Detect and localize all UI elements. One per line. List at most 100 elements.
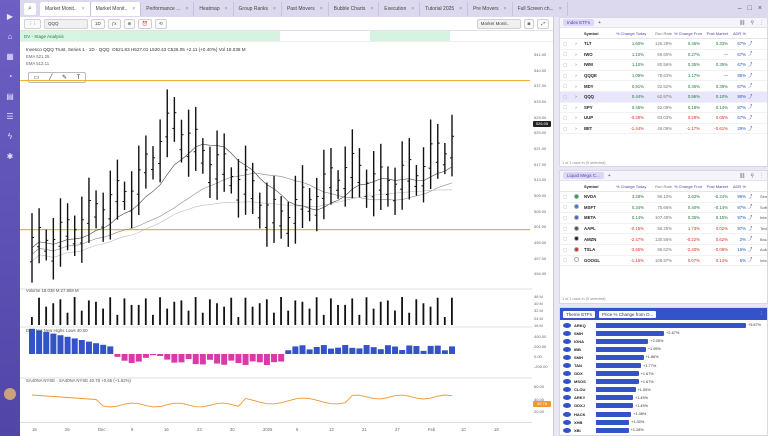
grid-icon[interactable]: ▦ [6,51,14,61]
bolt-icon[interactable]: ϟ [7,131,13,141]
tab-2[interactable]: Performance ... × [141,1,195,16]
row-checkbox[interactable]: ▢ [562,204,568,210]
close-tab-icon[interactable]: × [81,5,85,12]
price-bar[interactable] [272,175,277,243]
price-bar[interactable] [421,147,426,203]
close-tab-icon[interactable]: × [411,5,415,12]
minimize-icon[interactable]: – [737,5,742,12]
close-tab-icon[interactable]: × [132,5,136,12]
trendline-tool-icon[interactable]: ╱ [48,75,53,81]
price-bar[interactable] [250,162,255,214]
price-bar[interactable] [378,143,383,210]
price-bar[interactable] [79,196,84,263]
price-bar[interactable] [129,171,134,229]
price-bar[interactable] [428,119,433,190]
column-header[interactable]: % Change From Open [674,30,702,36]
chart-link-icon[interactable]: ⤴ [748,83,753,89]
chart-link-icon[interactable]: ⤴ [748,40,753,46]
close-icon[interactable]: × [757,5,762,12]
price-bar[interactable] [407,138,412,200]
price-bar[interactable] [86,177,91,243]
theme-row[interactable]: ARKY +1.45% [560,394,767,402]
table-row[interactable]: ▢ GOOGL -1.16% 108.97% 0.07% 0.14% 5%⤴ Intern [560,256,767,267]
compare-icon[interactable]: ⊕ [123,18,136,29]
chart-link-icon[interactable]: ⤴ [748,236,753,242]
home-icon[interactable]: ⌂ [7,31,13,41]
row-checkbox[interactable]: ▢ [562,83,568,89]
nh-axis[interactable]: 400.00 200.00 0.00 -200.00 [531,334,553,374]
volume-axis[interactable]: 48 M 40 M 32 M 24 M 16 M [531,294,553,330]
price-bar[interactable] [122,181,127,211]
theme-row[interactable]: ARKQ +5.87% [560,321,767,329]
row-checkbox[interactable]: ▢ [562,125,568,131]
price-bar[interactable] [101,192,106,242]
row-checkbox[interactable]: ▢ [562,193,568,199]
price-bar[interactable] [385,166,390,207]
rectangle-tool-icon[interactable]: ▭ [33,75,40,81]
tab-4[interactable]: Group Ranks × [234,1,282,16]
chart-menu-icon[interactable]: ⋮⋮ [24,18,41,29]
chart-link-icon[interactable]: ⤴ [748,104,753,110]
table-row[interactable]: ▢ › UUP -0.29% 83.03% 0.29% 0.05% 67% ⤴ [560,113,767,124]
text-tool-icon[interactable]: T [76,74,81,81]
brush-tool-icon[interactable]: ✎ [62,75,68,81]
maximize-icon[interactable]: □ [747,5,752,12]
theme-row[interactable]: SMH +1.86% [560,353,767,361]
tab-6[interactable]: Bubble Charts × [329,1,380,16]
price-bar[interactable] [108,170,113,240]
theme-row[interactable]: GDX +1.67% [560,370,767,378]
tab-1[interactable]: Market Monit.. × [90,1,142,16]
theme-row[interactable]: MSOS +1.67% [560,378,767,386]
price-bar[interactable] [143,135,148,189]
price-bar[interactable] [286,201,291,247]
row-checkbox[interactable]: ▢ [562,236,568,242]
interval-button[interactable]: 1D [91,18,105,29]
price-bar[interactable] [450,114,454,177]
theme-row[interactable]: XBI +1.28% [560,426,767,434]
chart-icon[interactable]: ▤ [6,91,14,101]
chart-canvas[interactable] [20,57,532,422]
row-checkbox[interactable]: ▢ [562,225,568,231]
table-row[interactable]: ▢ › IWM 1.10% 80.56% 0.35% 0.35% 67% ⤴ [560,60,767,71]
column-header[interactable]: % Change Today [616,183,646,189]
index-etfs-title[interactable]: Index ETFs [563,19,595,26]
table-row[interactable]: ▢ NVDA 3.28% 96.10% 2.63% -0.24% 96%⤴ Semic [560,192,767,203]
price-bar[interactable] [300,165,305,228]
chart-link-icon[interactable]: ⤴ [748,114,753,120]
row-checkbox[interactable]: ▢ [562,40,568,46]
table-row[interactable]: ▢ › SPY 0.45% 62.09% 0.18% 0.14% 87% ⤴ [560,103,767,114]
price-bar[interactable] [264,182,269,247]
price-bar[interactable] [343,146,348,207]
close-tab-icon[interactable]: × [273,5,276,12]
tab-9[interactable]: Pre Movers × [468,1,513,16]
chart-link-icon[interactable]: ⤴ [748,257,753,263]
theme-row[interactable]: TAN +1.77% [560,361,767,369]
row-checkbox[interactable]: ▢ [562,93,568,99]
price-bar[interactable] [229,167,234,194]
price-axis[interactable]: 541.00 540.00 537.00 533.00 529.00 525.00 521.… [531,52,553,287]
price-bar[interactable] [136,145,141,216]
table-row[interactable]: ▢ MSFT 0.34% 75.66% 0.40% -0.14% 97%⤴ Softw [560,203,767,214]
tab-5[interactable]: Past Movers × [282,1,329,16]
row-checkbox[interactable]: ▢ [562,257,568,263]
chart-link-icon[interactable]: ⤴ [748,246,753,252]
price-bar[interactable] [243,145,248,215]
price-bar[interactable] [30,213,34,283]
table-row[interactable]: ▢ › QQQ 0.44% 62.97% 0.96% 0.10% 90% ⤴ [560,91,767,103]
close-tab-icon[interactable]: × [224,5,228,12]
price-bar[interactable] [321,149,326,220]
price-bar[interactable] [179,119,184,163]
theme-row[interactable]: CLOU +1.55% [560,386,767,394]
chart-panel[interactable]: ⋮⋮ QQQ 1D ƒx ⊕ ⏰ ⟲ Market Monit.. ◙ ⤢ DV… [20,17,554,436]
price-bar[interactable] [37,208,42,264]
price-bar[interactable] [336,170,341,199]
more-icon[interactable]: ⋮ [759,19,764,26]
table-row[interactable]: ▢ › TLT 1.60% 126.29% 0.46% 0.33% 67% ⤴ [560,39,767,50]
tab-3[interactable]: Heatmap × [194,1,234,16]
price-bar[interactable] [51,218,56,280]
price-bar[interactable] [44,229,49,261]
row-checkbox[interactable]: ▢ [562,114,568,120]
table-row[interactable]: ▢ AAPL -0.15% 59.25% 1.73% 0.02% 97%⤴ Techn [560,224,767,235]
tab-0[interactable]: Market Monit.. × [40,1,91,16]
column-header[interactable]: Symbol [584,30,599,36]
